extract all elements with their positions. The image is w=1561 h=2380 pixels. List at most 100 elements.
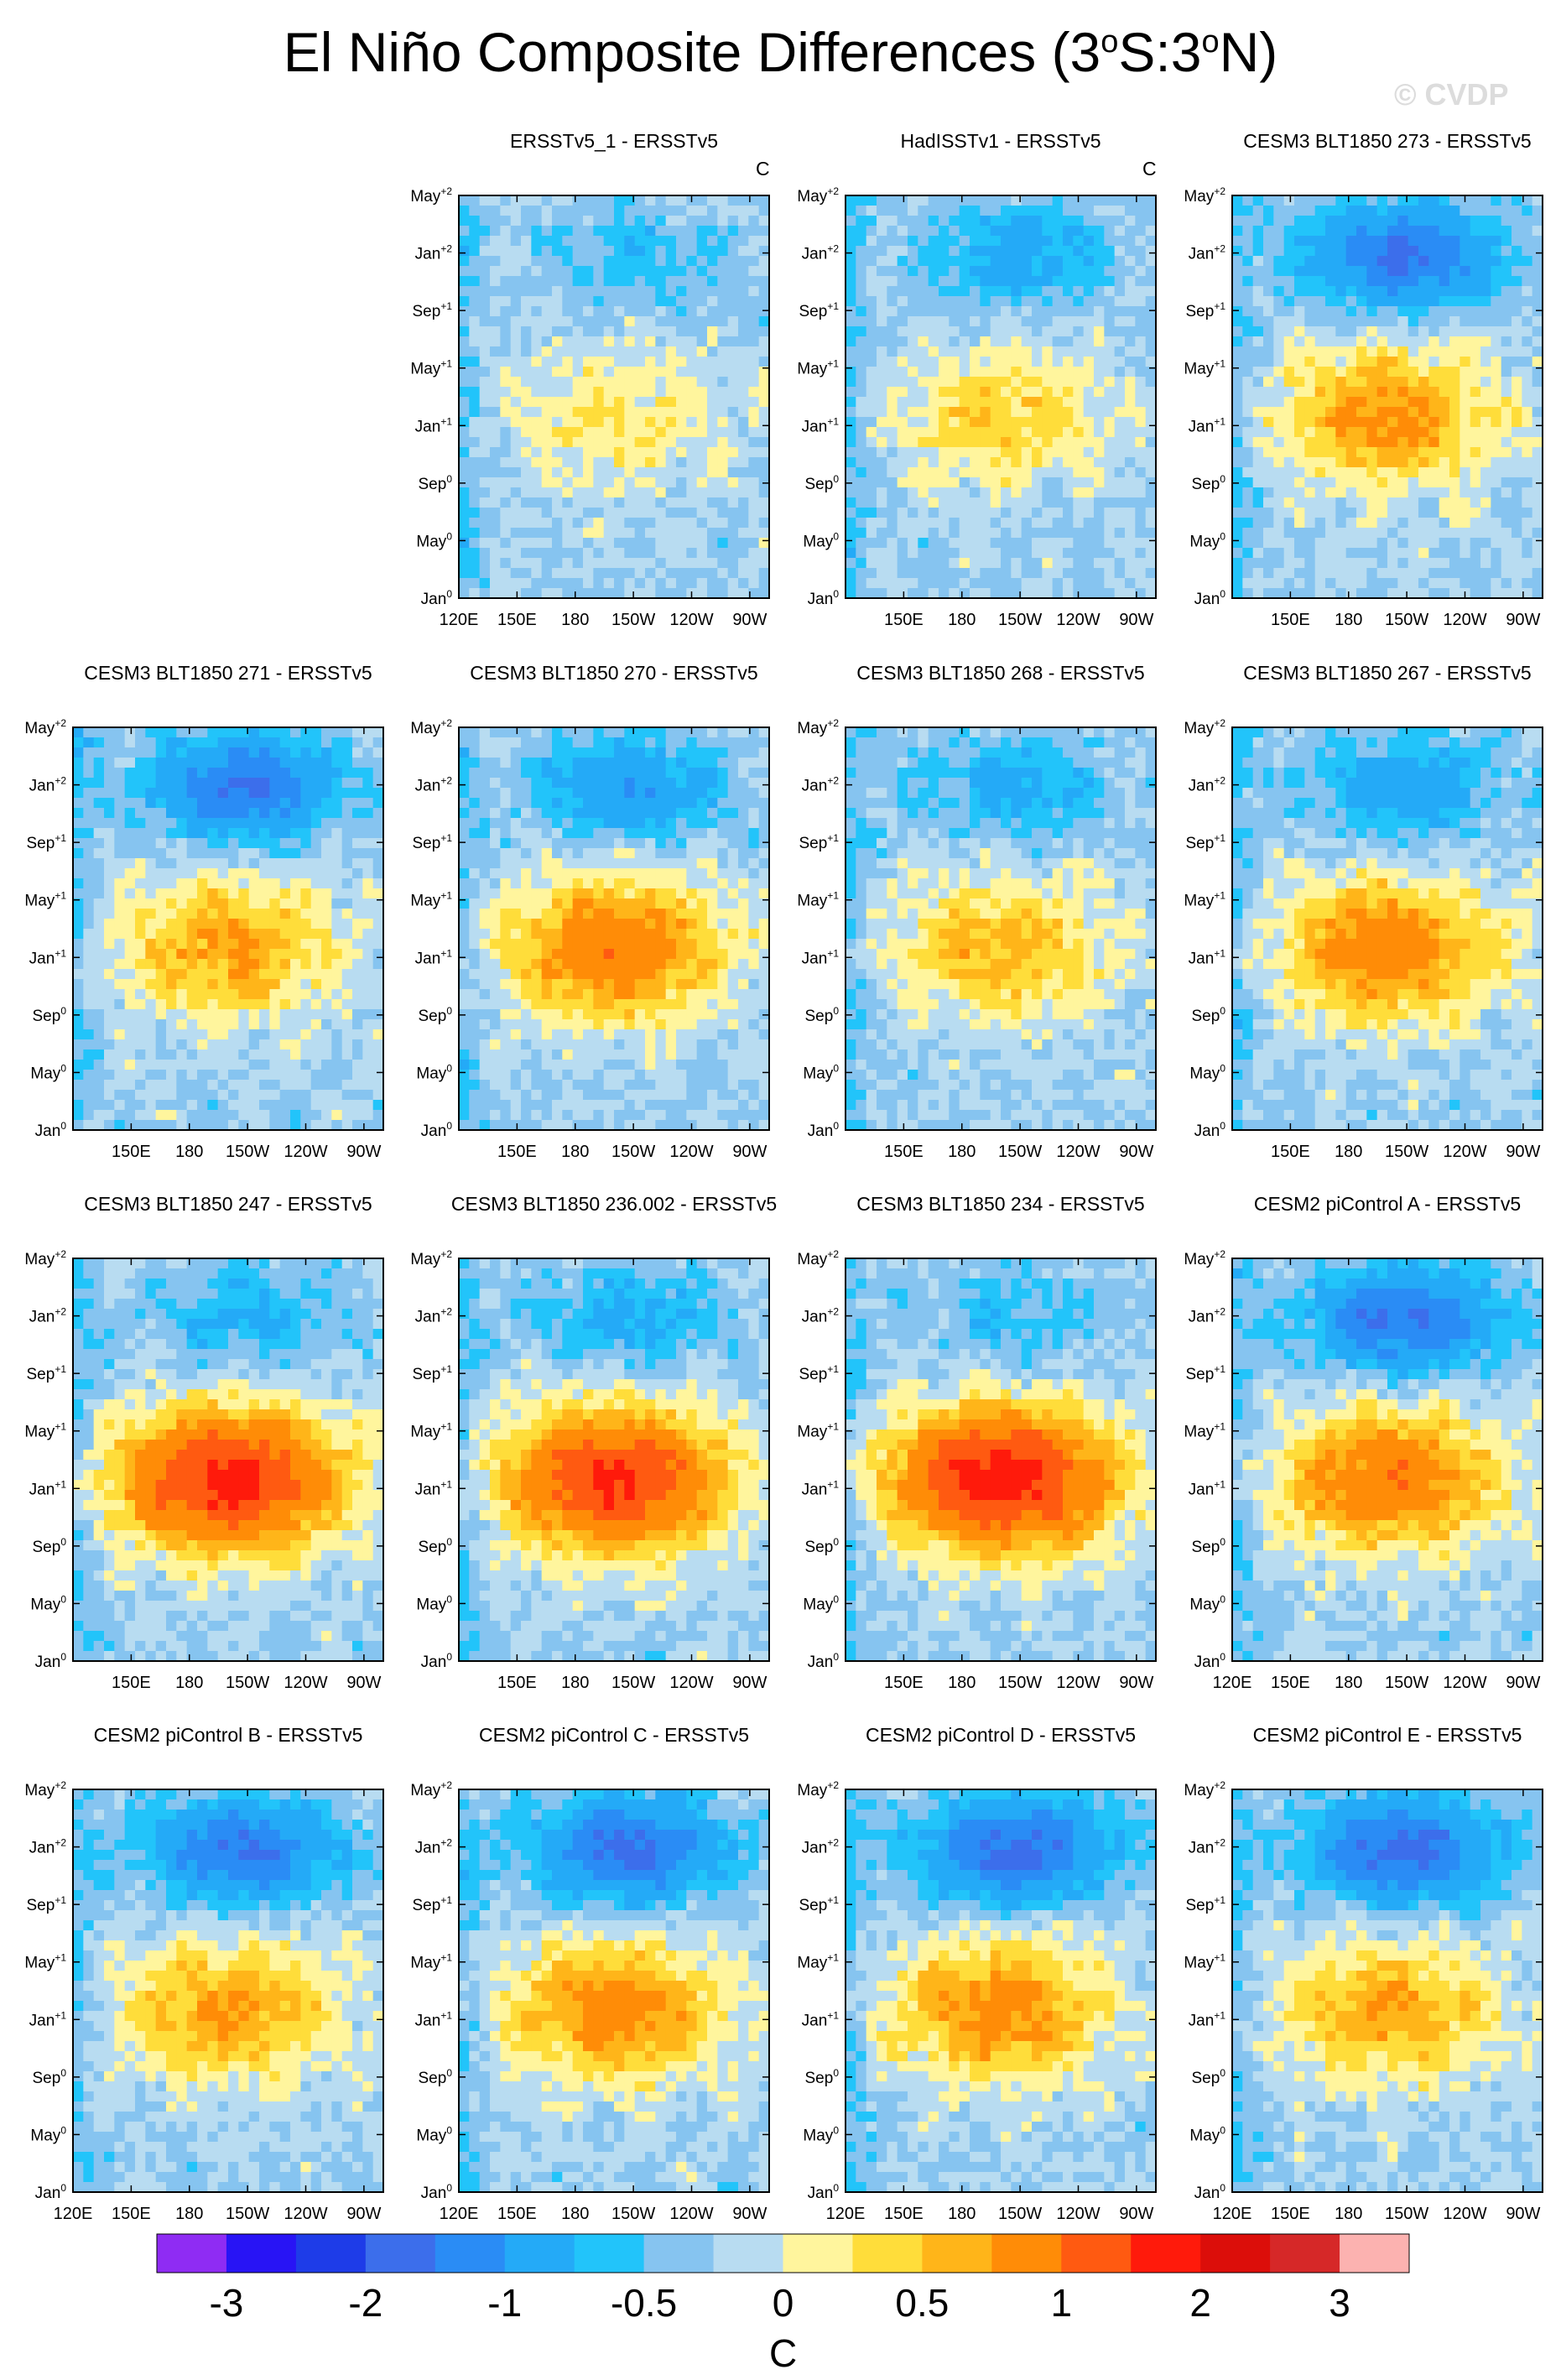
heatmap-cell bbox=[362, 768, 374, 779]
heatmap-cell bbox=[321, 747, 332, 758]
heatmap-cell bbox=[1294, 306, 1305, 317]
heatmap-cell bbox=[490, 528, 501, 539]
heatmap-cell bbox=[707, 326, 718, 337]
heatmap-cell bbox=[459, 508, 470, 518]
heatmap-cell bbox=[310, 798, 322, 809]
heatmap-cell bbox=[583, 195, 594, 206]
heatmap-cell bbox=[469, 397, 481, 408]
heatmap-cell bbox=[197, 798, 208, 809]
heatmap-cell bbox=[866, 437, 877, 448]
heatmap-cell bbox=[1063, 508, 1074, 518]
heatmap-cell bbox=[1325, 357, 1336, 367]
heatmap-cell bbox=[83, 1110, 95, 1121]
heatmap-cell bbox=[990, 367, 1002, 378]
heatmap-cell bbox=[73, 1019, 84, 1030]
heatmap-cell bbox=[93, 838, 105, 849]
heatmap-cell bbox=[1460, 437, 1471, 448]
heatmap-cell bbox=[1114, 387, 1126, 398]
heatmap-cell bbox=[1263, 477, 1274, 488]
heatmap-cell bbox=[238, 1090, 250, 1101]
heatmap-cell bbox=[758, 206, 770, 216]
heatmap-cell bbox=[1242, 256, 1254, 267]
heatmap-cell bbox=[310, 1060, 322, 1070]
heatmap-cell bbox=[1094, 256, 1105, 267]
heatmap-cell bbox=[1001, 216, 1012, 227]
heatmap-cell bbox=[510, 568, 522, 579]
heatmap-cell bbox=[1335, 296, 1347, 307]
heatmap-cell bbox=[541, 437, 553, 448]
heatmap-cell bbox=[1397, 266, 1409, 277]
heatmap-cell bbox=[939, 236, 950, 247]
heatmap-cell bbox=[1242, 357, 1254, 367]
heatmap-cell bbox=[572, 316, 584, 327]
heatmap-cell bbox=[908, 326, 918, 337]
heatmap-cell bbox=[887, 407, 898, 418]
heatmap-cell bbox=[1532, 387, 1543, 398]
heatmap-cell bbox=[959, 367, 970, 378]
heatmap-cell bbox=[186, 1039, 198, 1050]
heatmap-cell bbox=[1021, 447, 1033, 458]
heatmap-cell bbox=[1094, 326, 1105, 337]
heatmap-cell bbox=[1345, 296, 1357, 307]
heatmap-cell bbox=[197, 979, 208, 990]
heatmap-cell bbox=[748, 286, 760, 297]
heatmap-cell bbox=[552, 467, 563, 478]
heatmap-cell bbox=[970, 548, 981, 559]
heatmap-cell bbox=[217, 768, 229, 779]
heatmap-cell bbox=[1294, 578, 1305, 589]
heatmap-cell bbox=[1145, 336, 1157, 347]
heatmap-cell bbox=[490, 427, 501, 438]
heatmap-cell bbox=[1460, 558, 1471, 569]
heatmap-cell bbox=[897, 397, 908, 408]
heatmap-cell bbox=[310, 788, 322, 799]
heatmap-cell bbox=[1263, 487, 1274, 498]
heatmap-cell bbox=[248, 979, 260, 990]
heatmap-cell bbox=[887, 518, 898, 529]
heatmap-cell bbox=[300, 798, 312, 809]
heatmap-cell bbox=[352, 1029, 363, 1040]
heatmap-cell bbox=[207, 1120, 219, 1131]
heatmap-cell bbox=[1294, 195, 1305, 206]
heatmap-cell bbox=[1376, 357, 1388, 367]
heatmap-cell bbox=[1294, 387, 1305, 398]
heatmap-cell bbox=[331, 959, 343, 970]
heatmap-cell bbox=[176, 878, 188, 889]
heatmap-cell bbox=[124, 1029, 136, 1040]
heatmap-cell bbox=[1273, 226, 1285, 237]
heatmap-cell bbox=[583, 326, 594, 337]
heatmap-cell bbox=[490, 487, 501, 498]
heatmap-cell bbox=[1001, 568, 1012, 579]
heatmap-cell bbox=[352, 1060, 363, 1070]
heatmap-cell bbox=[259, 979, 270, 990]
heatmap-cell bbox=[479, 336, 491, 347]
heatmap-cell bbox=[1480, 558, 1491, 569]
heatmap-cell bbox=[1335, 538, 1347, 549]
heatmap-cell bbox=[1522, 437, 1533, 448]
heatmap-cell bbox=[1042, 568, 1054, 579]
heatmap-cell bbox=[1491, 447, 1502, 458]
heatmap-cell bbox=[479, 548, 491, 559]
heatmap-cell bbox=[1273, 326, 1285, 337]
heatmap-cell bbox=[1522, 306, 1533, 317]
heatmap-cell bbox=[562, 226, 574, 237]
heatmap-cell bbox=[593, 266, 605, 277]
heatmap-cell bbox=[1532, 336, 1543, 347]
heatmap-cell bbox=[310, 959, 322, 970]
heatmap-cell bbox=[738, 367, 749, 378]
heatmap-cell bbox=[166, 989, 177, 1000]
heatmap-cell bbox=[176, 1120, 188, 1131]
heatmap-cell bbox=[877, 216, 887, 227]
heatmap-cell bbox=[1345, 286, 1357, 297]
heatmap-cell bbox=[727, 377, 739, 388]
y-tick-label: Jan+2 bbox=[802, 243, 840, 263]
heatmap-cell bbox=[980, 336, 991, 347]
heatmap-cell bbox=[572, 367, 584, 378]
heatmap-cell bbox=[1449, 296, 1460, 307]
heatmap-cell bbox=[248, 949, 260, 960]
heatmap-cell bbox=[1104, 487, 1116, 498]
heatmap-cell bbox=[1073, 286, 1085, 297]
heatmap-cell bbox=[1083, 326, 1095, 337]
heatmap-cell bbox=[531, 357, 543, 367]
heatmap-cell bbox=[634, 407, 646, 418]
heatmap-cell bbox=[727, 246, 739, 257]
